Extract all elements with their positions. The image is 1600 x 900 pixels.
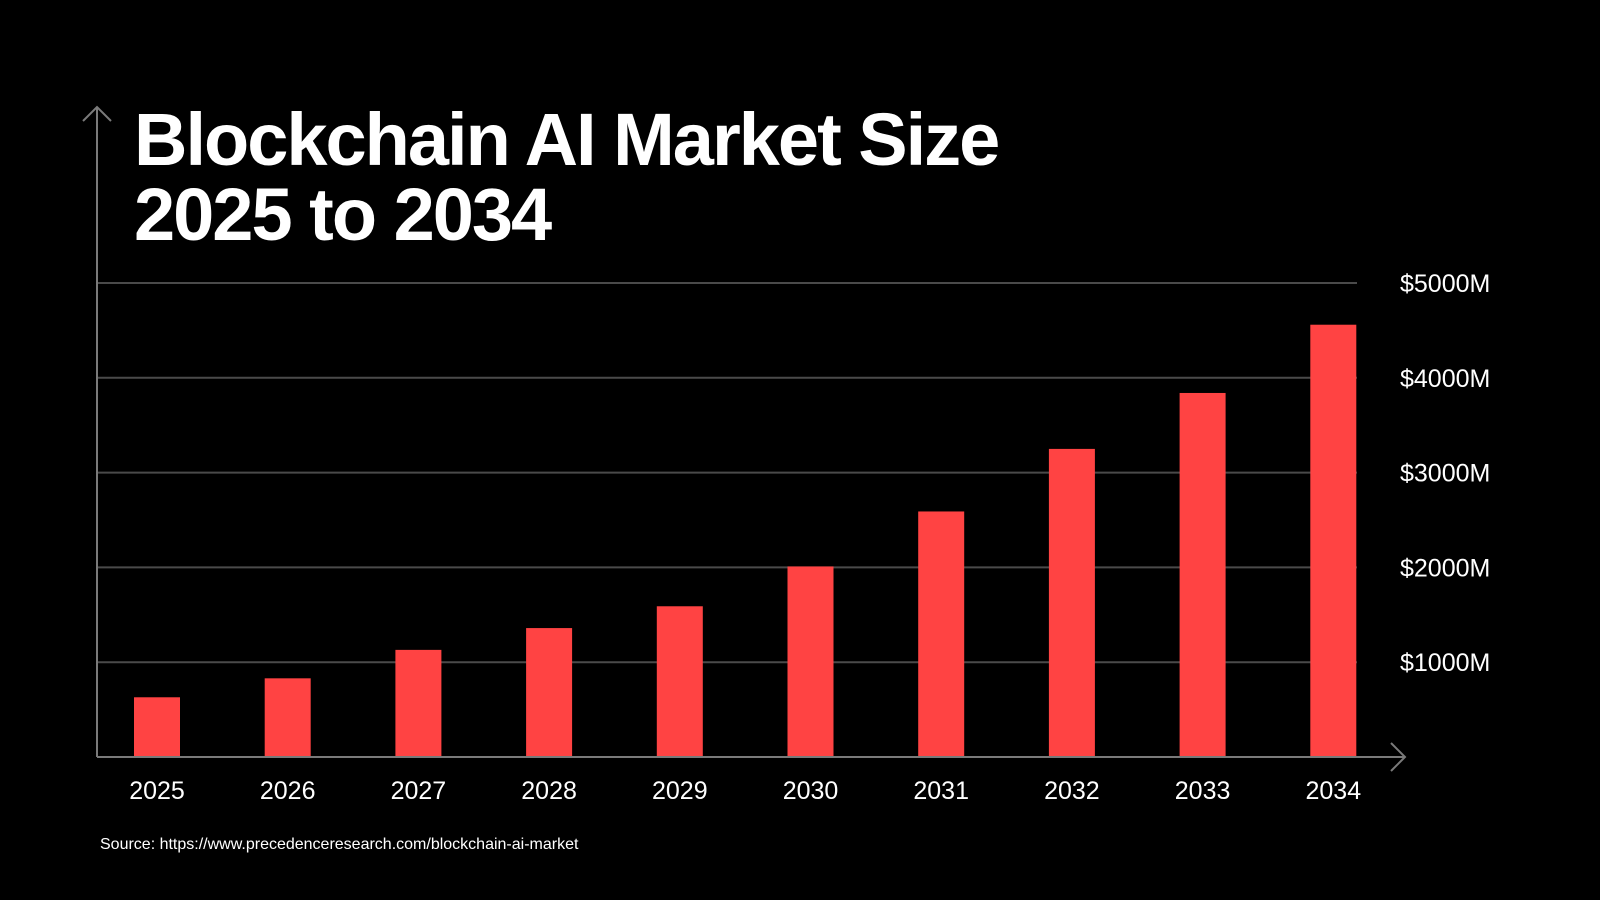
chart-title-line-1: Blockchain AI Market Size [134, 98, 998, 181]
bar-2028 [526, 628, 573, 757]
bar-2032 [1048, 448, 1095, 757]
y-axis-arrow [82, 105, 112, 122]
tick-labels: $1000M $2000M $3000M $4000M $5000M 2025 2026 20… [129, 270, 1490, 805]
x-tick-label: 2033 [1175, 777, 1231, 805]
x-tick-label: 2027 [391, 777, 447, 805]
x-tick-label: 2031 [913, 777, 969, 805]
y-tick-label: $3000M [1400, 460, 1490, 488]
bars [134, 324, 1357, 757]
bar-2034 [1310, 324, 1357, 757]
x-tick-label: 2029 [652, 777, 708, 805]
x-tick-label: 2026 [260, 777, 316, 805]
bar-2025 [134, 697, 180, 757]
x-tick-label: 2028 [521, 777, 577, 805]
y-tick-label: $1000M [1400, 649, 1490, 677]
chart-title-line-2: 2025 to 2034 [134, 173, 552, 256]
x-tick-label: 2025 [129, 777, 185, 805]
bar-2031 [918, 511, 965, 757]
x-axis-arrow [1390, 742, 1407, 772]
bar-2030 [787, 566, 834, 757]
x-tick-label: 2032 [1044, 777, 1100, 805]
bar-2029 [656, 606, 703, 757]
source-note: Source: https://www.precedenceresearch.c… [100, 836, 579, 853]
bar-2027 [395, 649, 442, 757]
axes [82, 105, 1407, 772]
y-tick-label: $5000M [1400, 270, 1490, 298]
x-tick-label: 2030 [783, 777, 839, 805]
gridlines [97, 282, 1357, 664]
y-tick-label: $2000M [1400, 554, 1490, 582]
x-tick-label: 2034 [1305, 777, 1361, 805]
y-tick-label: $4000M [1400, 365, 1490, 393]
bar-2026 [264, 678, 311, 757]
bar-2033 [1179, 392, 1226, 757]
